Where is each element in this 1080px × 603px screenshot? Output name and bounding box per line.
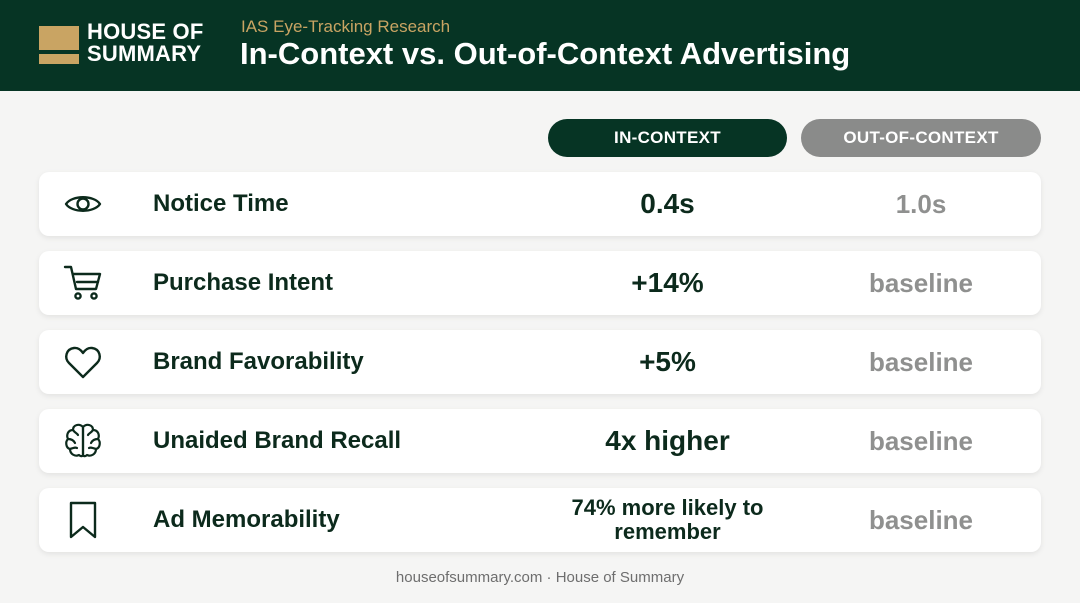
column-header-out-of-context: OUT-OF-CONTEXT xyxy=(801,119,1041,157)
metric-row-purchase-intent: Purchase Intent +14% baseline xyxy=(39,251,1041,315)
page-subtitle: IAS Eye-Tracking Research xyxy=(241,17,451,36)
shopping-cart-icon xyxy=(63,263,103,303)
column-header-in-context: IN-CONTEXT xyxy=(548,119,787,157)
brand-logo: HOUSE OF SUMMARY xyxy=(87,21,204,65)
logo-line-2: SUMMARY xyxy=(87,41,202,66)
brain-icon xyxy=(63,421,103,461)
bookmark-icon xyxy=(63,500,103,540)
metric-label: Unaided Brand Recall xyxy=(153,427,402,454)
header-banner: HOUSE OF SUMMARY IAS Eye-Tracking Resear… xyxy=(0,0,1080,91)
metric-label: Purchase Intent xyxy=(153,269,334,296)
page-title: In-Context vs. Out-of-Context Advertisin… xyxy=(240,36,851,71)
in-context-value: +14% xyxy=(631,267,704,298)
out-of-context-value: baseline xyxy=(868,425,974,456)
out-of-context-value: baseline xyxy=(868,346,974,377)
metric-row-unaided-brand-recall: Unaided Brand Recall 4x higher baseline xyxy=(39,409,1041,473)
metric-row-ad-memorability: Ad Memorability 74% more likely to remem… xyxy=(39,488,1041,552)
in-context-value: 74% more likely to remember xyxy=(571,495,764,544)
in-context-value: 0.4s xyxy=(640,188,695,219)
out-of-context-value: 1.0s xyxy=(895,188,947,219)
metric-label: Notice Time xyxy=(153,190,289,217)
logo-line-1: HOUSE OF xyxy=(87,19,204,44)
logo-mark-icon xyxy=(39,26,79,64)
heart-icon xyxy=(63,342,103,382)
out-of-context-value: baseline xyxy=(868,267,974,298)
metric-label: Ad Memorability xyxy=(153,506,340,533)
metric-label: Brand Favorability xyxy=(153,348,364,375)
metric-row-notice-time: Notice Time 0.4s 1.0s xyxy=(39,172,1041,236)
footer-credit: houseofsummary.com · House of Summary xyxy=(395,569,685,586)
metric-row-brand-favorability: Brand Favorability +5% baseline xyxy=(39,330,1041,394)
in-context-value: +5% xyxy=(639,346,696,377)
out-of-context-value: baseline xyxy=(868,504,974,535)
eye-icon xyxy=(63,184,103,224)
in-context-value: 4x higher xyxy=(605,425,730,456)
